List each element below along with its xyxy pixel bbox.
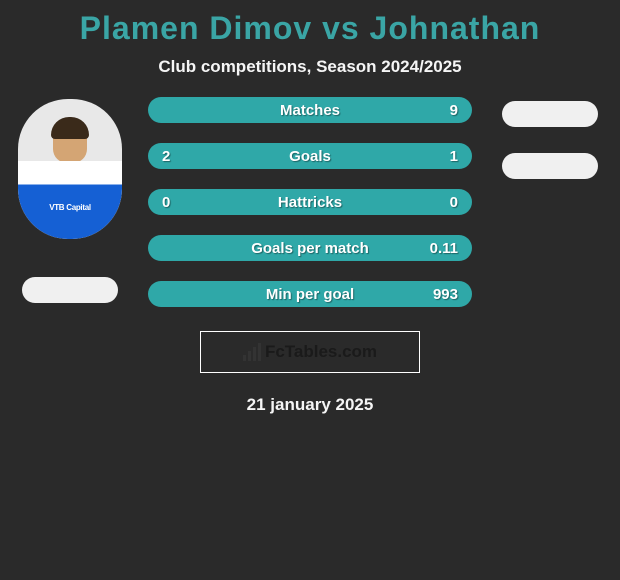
subtitle: Club competitions, Season 2024/2025: [0, 57, 620, 77]
stat-right-value: 9: [450, 102, 458, 119]
stat-row-matches: Matches 9: [148, 97, 472, 123]
stat-left-value: 0: [162, 194, 170, 211]
source-logo-text: FcTables.com: [265, 342, 377, 362]
stat-label: Goals: [289, 148, 331, 165]
player-left-column: VTB Capital: [10, 97, 130, 303]
avatar-jersey: VTB Capital: [18, 161, 122, 239]
stat-right-value: 993: [433, 286, 458, 303]
stat-row-goals-per-match: Goals per match 0.11: [148, 235, 472, 261]
avatar-hair: [51, 117, 89, 139]
stat-left-value: 2: [162, 148, 170, 165]
stat-right-value: 1: [450, 148, 458, 165]
stat-row-goals: 2 Goals 1: [148, 143, 472, 169]
player-right-badge-2: [502, 153, 598, 179]
stat-right-value: 0.11: [430, 240, 458, 257]
stat-label: Goals per match: [251, 240, 369, 257]
stat-label: Hattricks: [278, 194, 342, 211]
source-logo-box: FcTables.com: [200, 331, 420, 373]
stat-row-min-per-goal: Min per goal 993: [148, 281, 472, 307]
player-left-avatar: VTB Capital: [18, 99, 122, 239]
content-row: VTB Capital Matches 9 2 Goals 1 0 Hattri…: [0, 97, 620, 307]
stats-column: Matches 9 2 Goals 1 0 Hattricks 0 Goals …: [130, 97, 490, 307]
stat-right-value: 0: [450, 194, 458, 211]
page-title: Plamen Dimov vs Johnathan: [0, 10, 620, 47]
stat-row-hattricks: 0 Hattricks 0: [148, 189, 472, 215]
player-left-team-badge: [22, 277, 118, 303]
jersey-sponsor: VTB Capital: [49, 203, 91, 212]
player-right-badge-1: [502, 101, 598, 127]
stat-label: Matches: [280, 102, 340, 119]
player-right-column: [490, 97, 610, 179]
date-label: 21 january 2025: [0, 395, 620, 415]
stat-label: Min per goal: [266, 286, 354, 303]
chart-icon: [243, 343, 261, 361]
